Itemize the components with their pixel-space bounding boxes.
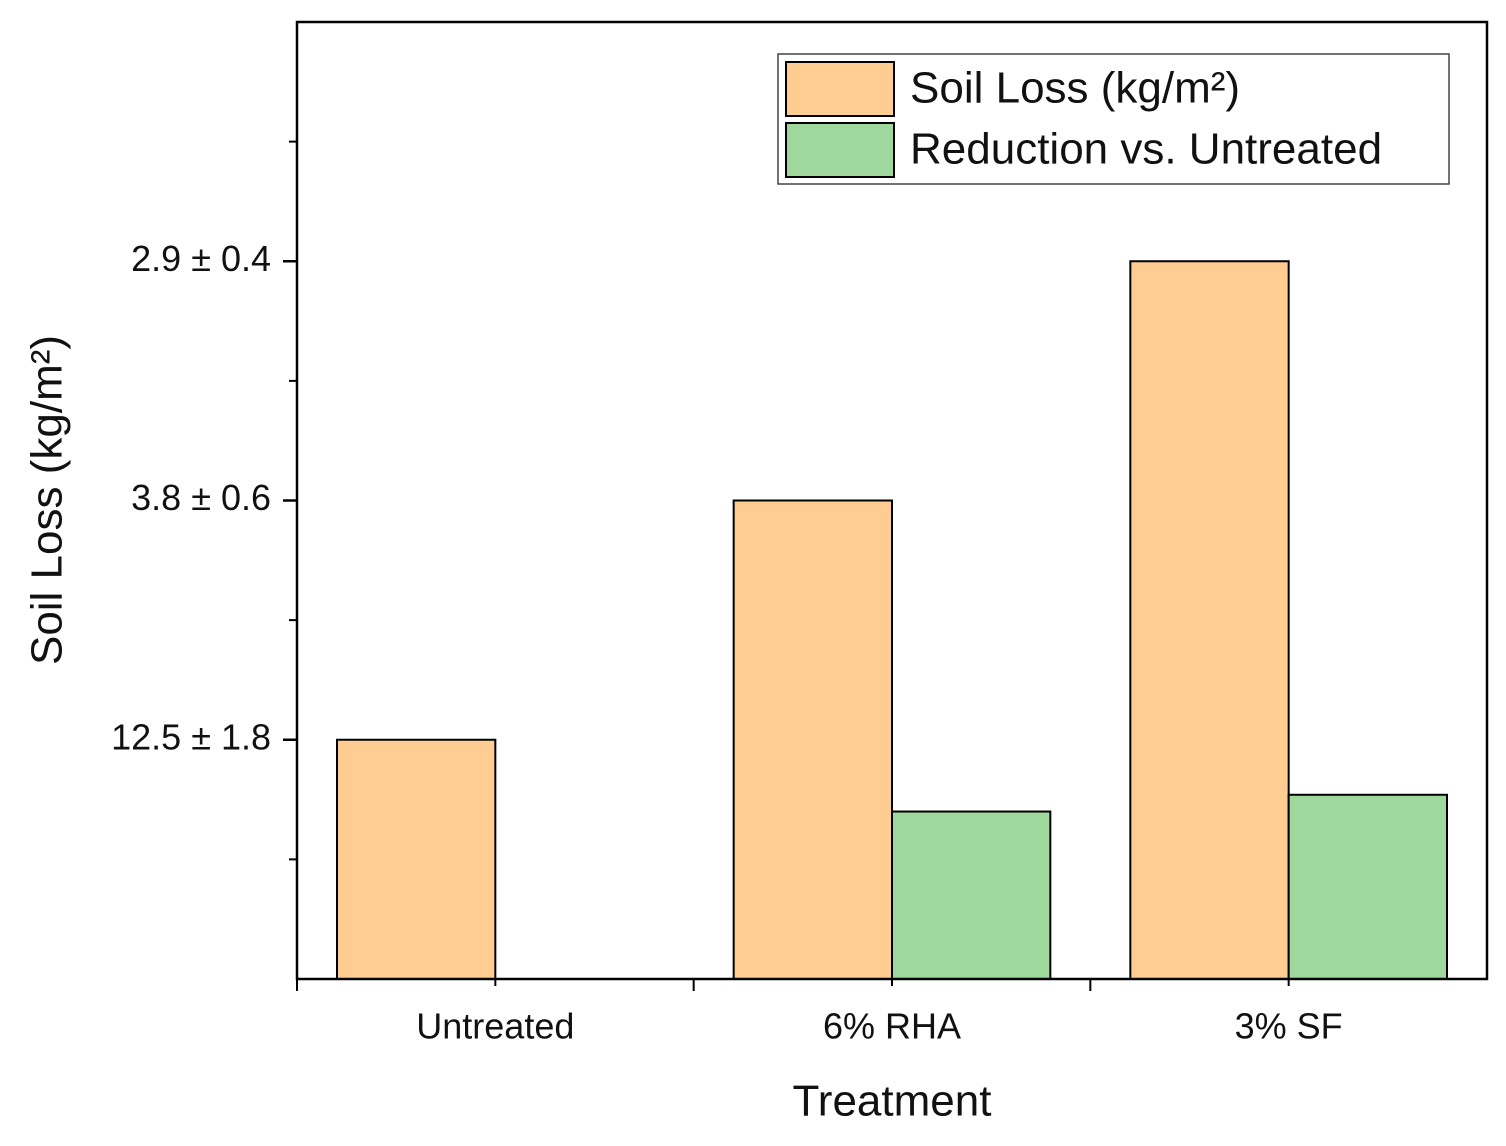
bar	[1287, 793, 1448, 981]
legend-label: Soil Loss (kg/m²)	[910, 64, 1240, 113]
legend-swatch	[785, 122, 895, 178]
y-tick-label: 3.8 ± 0.6	[131, 477, 271, 518]
y-tick-label: 12.5 ± 1.8	[111, 716, 271, 757]
bar	[336, 738, 497, 980]
x-tick-label: 3% SF	[1235, 1006, 1343, 1047]
x-tick-label: Untreated	[416, 1006, 574, 1047]
y-axis-label: Soil Loss (kg/m²)	[23, 335, 72, 665]
legend-swatch	[785, 61, 895, 117]
x-axis-label: Treatment	[793, 1077, 992, 1126]
bar	[891, 810, 1052, 981]
bar	[732, 499, 894, 980]
legend-label: Reduction vs. Untreated	[910, 125, 1382, 174]
bar	[1129, 260, 1290, 980]
x-tick-label: 6% RHA	[823, 1006, 961, 1047]
y-tick-label: 2.9 ± 0.4	[131, 238, 271, 279]
